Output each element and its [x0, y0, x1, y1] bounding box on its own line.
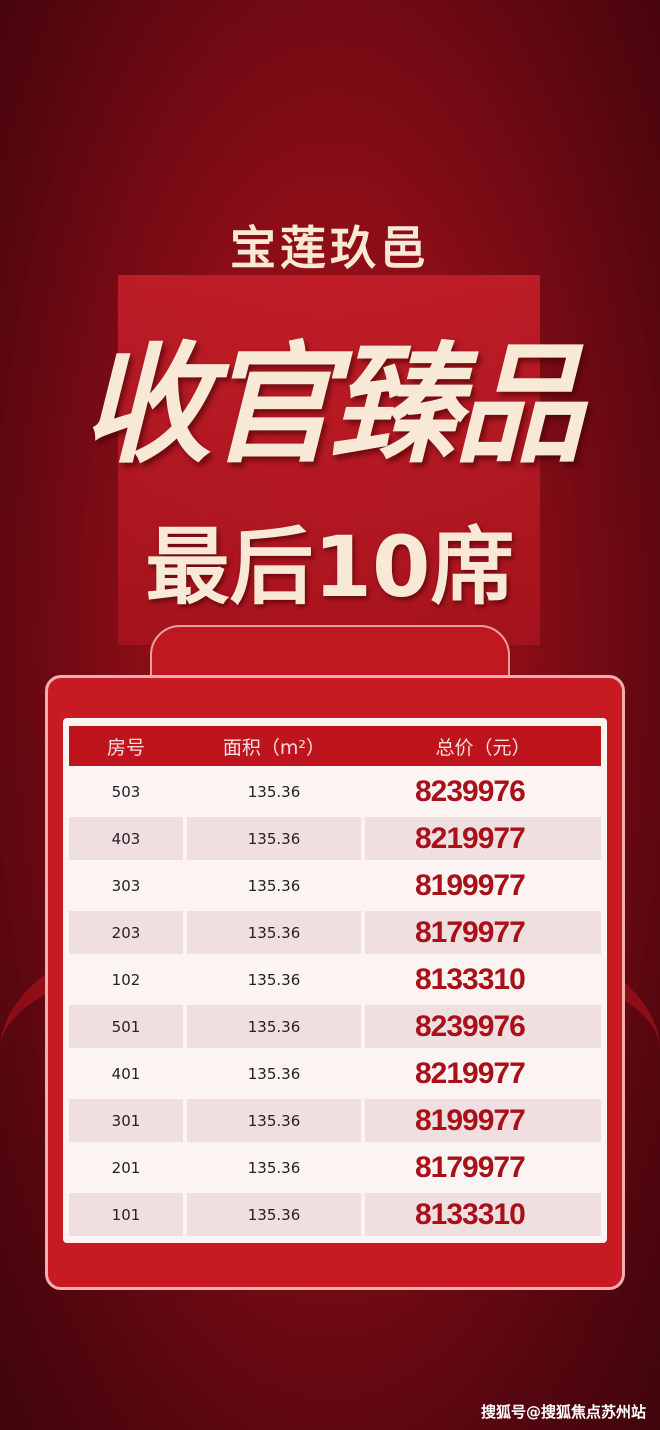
- table-row: 503 135.36 8239976: [69, 770, 601, 813]
- table-row: 101 135.36 8133310: [69, 1193, 601, 1236]
- cell-price: 8219977: [365, 817, 601, 860]
- cell-area: 135.36: [247, 970, 301, 989]
- header-price: 总价（元）: [435, 736, 531, 759]
- table-row: 301 135.36 8199977: [69, 1099, 601, 1142]
- header-room: 房号: [106, 736, 145, 759]
- table-row: 403 135.36 8219977: [69, 817, 601, 860]
- table-row: 501 135.36 8239976: [69, 1005, 601, 1048]
- cell-room: 303: [111, 876, 141, 895]
- cell-area: 135.36: [247, 876, 301, 895]
- cell-room: 201: [111, 1158, 141, 1177]
- cell-area: 135.36: [247, 1158, 301, 1177]
- price-card: 房号 面积（m²） 总价（元） 503 135.36 8239976 403 135.3…: [45, 675, 625, 1290]
- cell-price: 8133310: [415, 962, 526, 996]
- cell-area: 135.36: [187, 817, 361, 860]
- cell-room: 203: [69, 911, 183, 954]
- cell-price: 8133310: [365, 1193, 601, 1236]
- cell-area: 135.36: [187, 911, 361, 954]
- table-header: 房号 面积（m²） 总价（元）: [69, 726, 601, 766]
- cell-room: 102: [111, 970, 141, 989]
- cell-price: 8239976: [415, 774, 526, 808]
- table-row: 201 135.36 8179977: [69, 1146, 601, 1189]
- header-area: 面积（m²）: [222, 736, 326, 759]
- cell-room: 101: [69, 1193, 183, 1236]
- cell-area: 135.36: [187, 1005, 361, 1048]
- table-row: 303 135.36 8199977: [69, 864, 601, 907]
- subheadline: 最后10席: [145, 518, 515, 616]
- project-name: 宝莲玖邑: [230, 221, 430, 275]
- cell-room: 401: [111, 1064, 141, 1083]
- table-row: 401 135.36 8219977: [69, 1052, 601, 1095]
- watermark: 搜狐号@搜狐焦点苏州站: [480, 1403, 646, 1421]
- table-row: 102 135.36 8133310: [69, 958, 601, 1001]
- cell-room: 503: [111, 782, 141, 801]
- cell-price: 8179977: [365, 911, 601, 954]
- cell-area: 135.36: [187, 1099, 361, 1142]
- cell-room: 501: [69, 1005, 183, 1048]
- cell-room: 301: [69, 1099, 183, 1142]
- cell-price: 8179977: [415, 1150, 526, 1184]
- title-panel: [118, 275, 540, 645]
- cell-room: 403: [69, 817, 183, 860]
- cell-area: 135.36: [247, 782, 301, 801]
- cell-price: 8199977: [415, 868, 526, 902]
- cell-price: 8199977: [365, 1099, 601, 1142]
- headline: 收官臻品: [81, 328, 584, 481]
- cell-area: 135.36: [247, 1064, 301, 1083]
- table-row: 203 135.36 8179977: [69, 911, 601, 954]
- table-body: 503 135.36 8239976 403 135.36 8219977 303 135.3…: [69, 770, 601, 1236]
- cell-price: 8239976: [365, 1005, 601, 1048]
- cell-price: 8219977: [415, 1056, 526, 1090]
- cell-area: 135.36: [187, 1193, 361, 1236]
- price-table: 房号 面积（m²） 总价（元） 503 135.36 8239976 403 135.3…: [63, 718, 607, 1243]
